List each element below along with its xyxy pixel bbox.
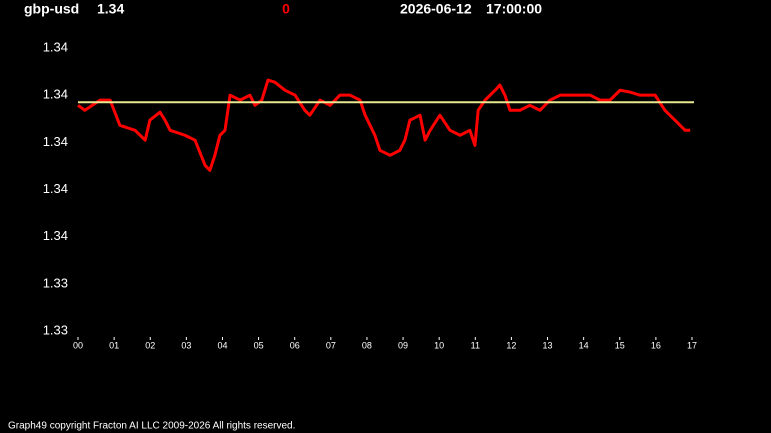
x-tick-label: 06 bbox=[290, 340, 300, 350]
x-tick-label: 05 bbox=[254, 340, 264, 350]
y-tick-label: 1.34 bbox=[43, 181, 68, 196]
time: 17:00:00 bbox=[486, 1, 542, 17]
price: 1.34 bbox=[97, 1, 124, 17]
price-line bbox=[77, 78, 691, 172]
x-tick-label: 02 bbox=[145, 340, 155, 350]
x-tick-label: 07 bbox=[326, 340, 336, 350]
y-tick-label: 1.34 bbox=[43, 134, 68, 149]
y-tick-label: 1.34 bbox=[43, 39, 68, 54]
x-tick-label: 03 bbox=[181, 340, 191, 350]
x-tick-label: 16 bbox=[651, 340, 661, 350]
x-tick-label: 01 bbox=[109, 340, 119, 350]
y-tick-label: 1.33 bbox=[43, 322, 68, 337]
x-tick-label: 11 bbox=[471, 340, 480, 350]
x-tick-label: 08 bbox=[362, 340, 372, 350]
x-tick-label: 17 bbox=[687, 340, 697, 350]
change: 0 bbox=[282, 1, 290, 17]
date: 2026-06-12 bbox=[400, 1, 472, 17]
y-tick-label: 1.34 bbox=[43, 228, 68, 243]
x-tick-label: 00 bbox=[73, 340, 83, 350]
x-tick-label: 13 bbox=[543, 340, 553, 350]
symbol: gbp-usd bbox=[24, 1, 79, 17]
x-tick-label: 15 bbox=[615, 340, 625, 350]
x-tick-label: 04 bbox=[217, 340, 227, 350]
x-tick-label: 10 bbox=[434, 340, 444, 350]
y-tick-label: 1.33 bbox=[43, 275, 68, 290]
x-tick-label: 14 bbox=[579, 340, 589, 350]
footer: Graph49 copyright Fracton AI LLC 2009-20… bbox=[8, 421, 295, 432]
x-tick-label: 09 bbox=[398, 340, 408, 350]
x-tick-label: 12 bbox=[506, 340, 516, 350]
y-tick-label: 1.34 bbox=[43, 87, 68, 102]
